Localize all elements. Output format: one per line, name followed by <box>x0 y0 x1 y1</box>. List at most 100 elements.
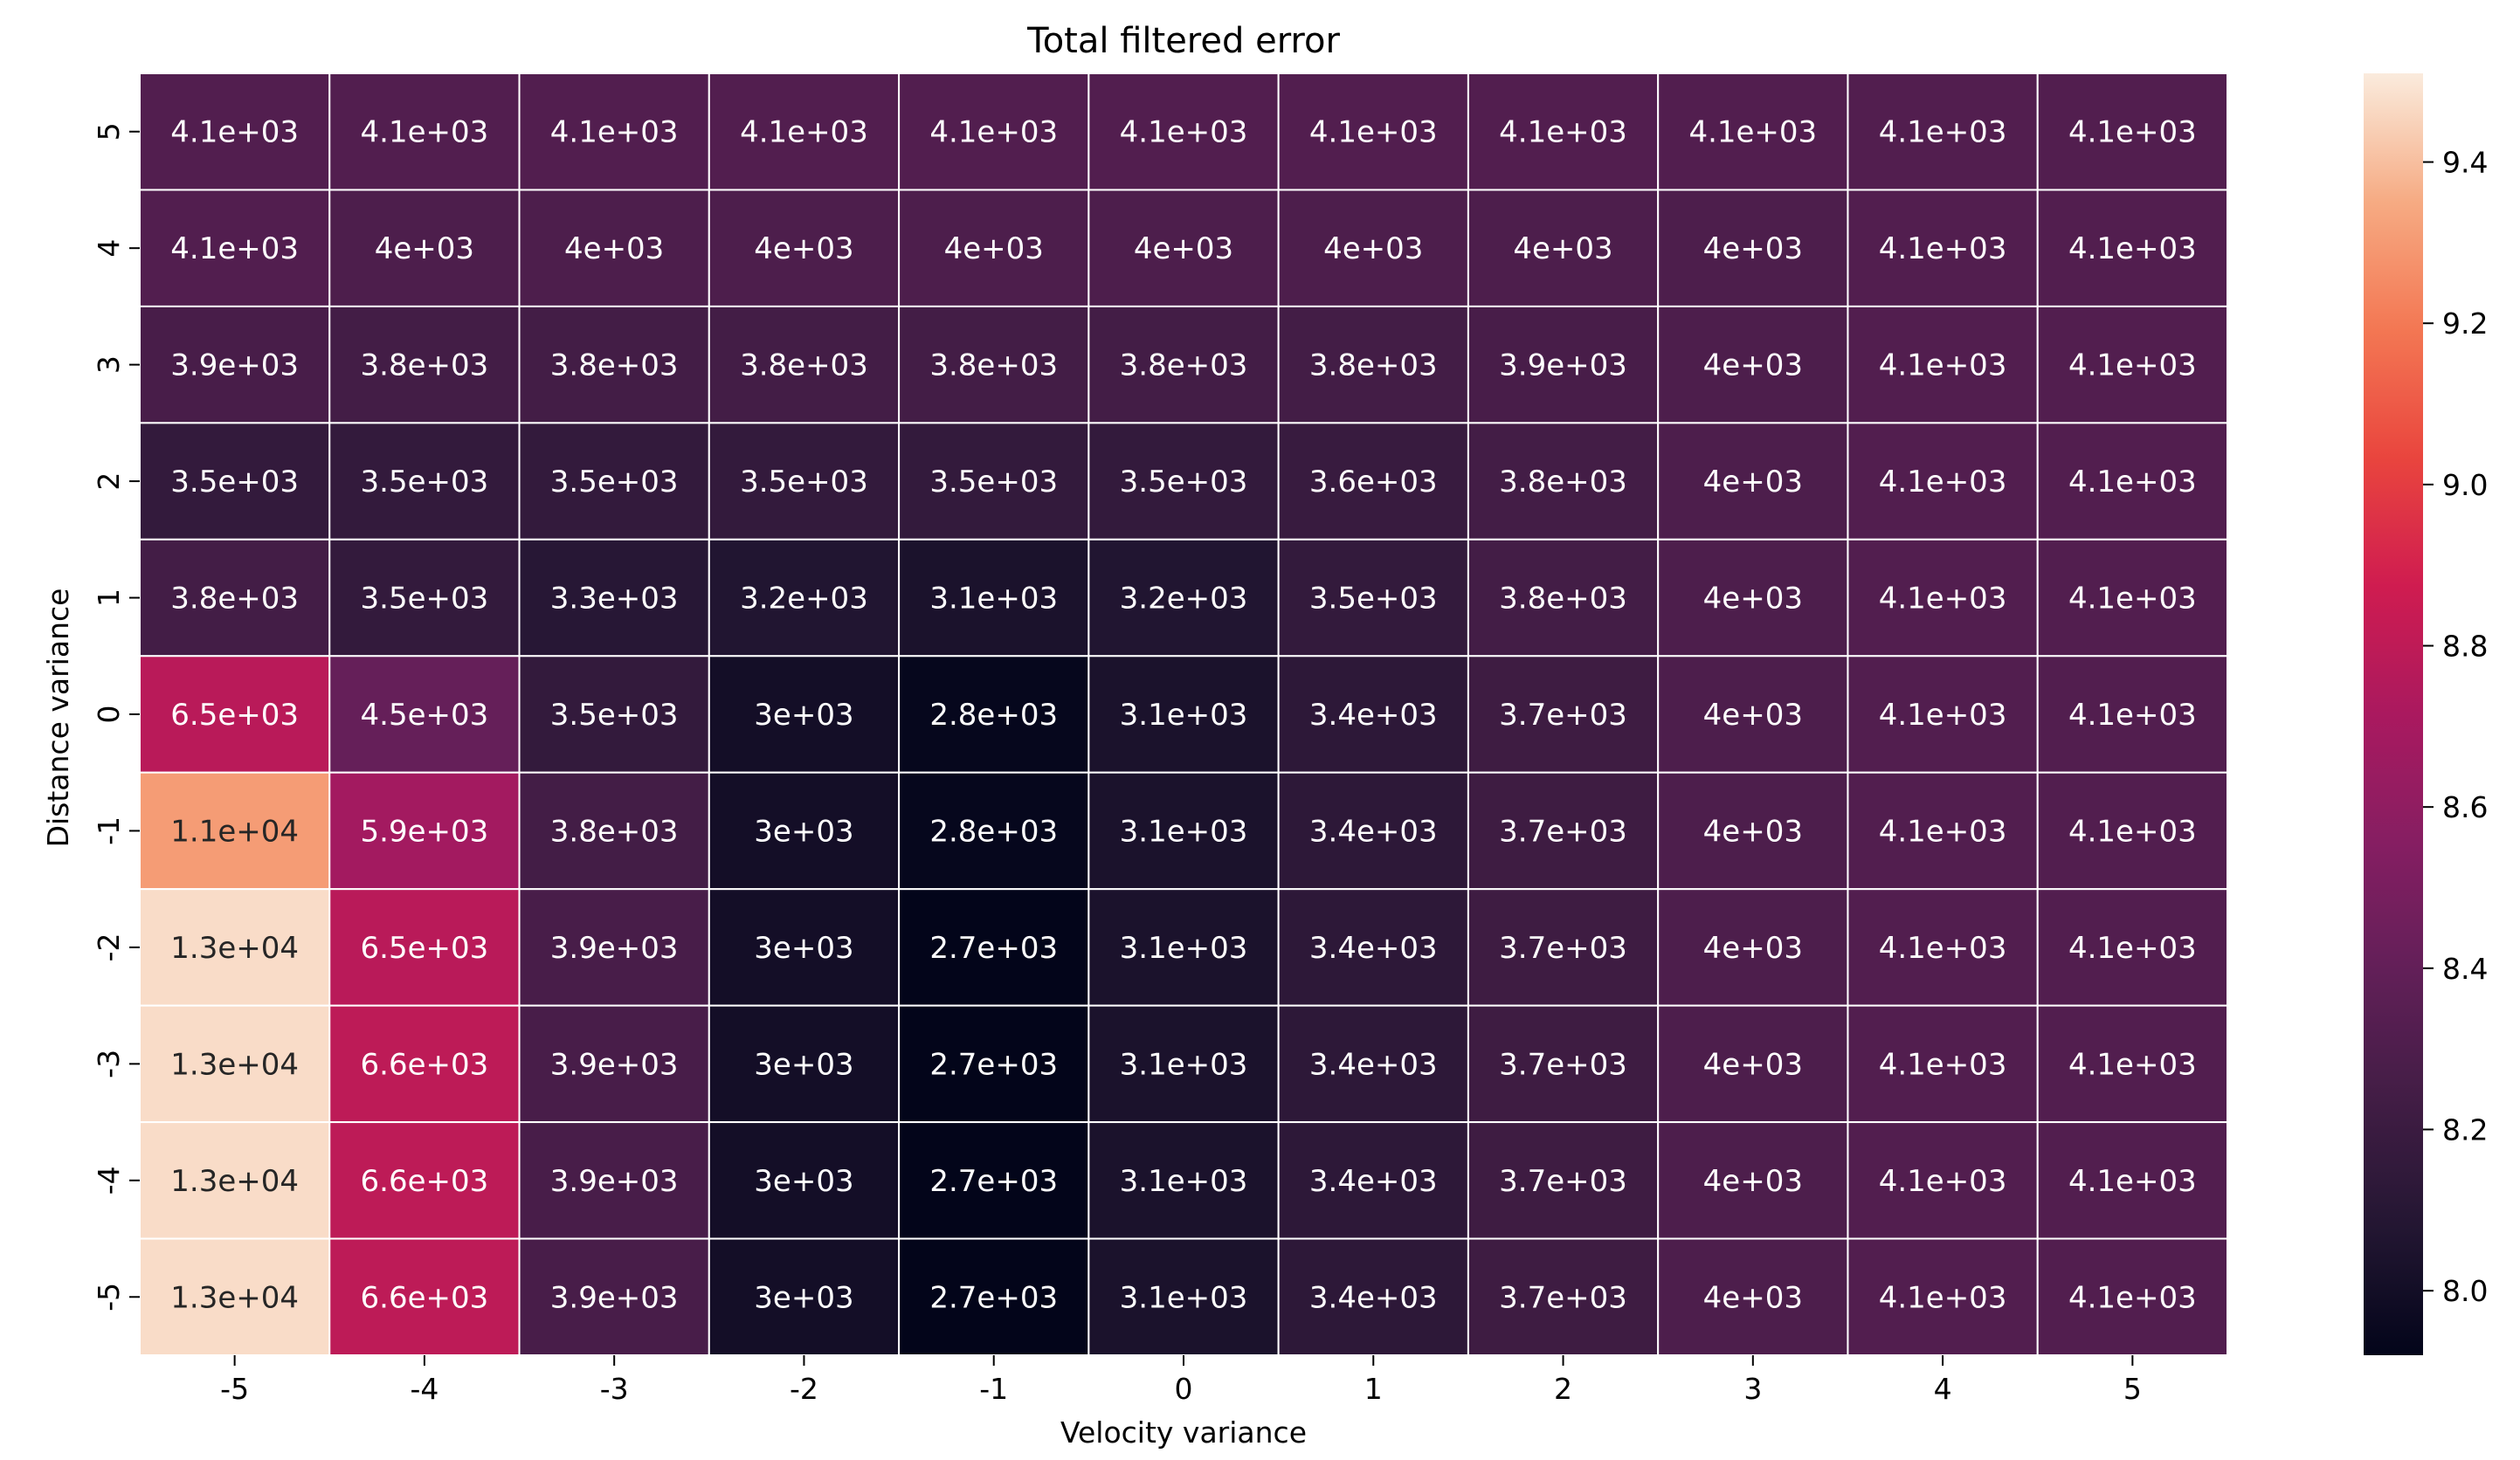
cell-value-label: 3.4e+03 <box>1309 814 1438 849</box>
cell-value-label: 3.7e+03 <box>1499 1047 1627 1082</box>
cell-value-label: 3.1e+03 <box>929 582 1058 616</box>
heatmap-cell <box>1087 888 1280 1007</box>
cell-value-label: 4.1e+03 <box>740 115 868 150</box>
cell-value-label: 3.9e+03 <box>550 931 679 966</box>
x-tick-label: 4 <box>1934 1372 1952 1406</box>
cell-value-label: 4.1e+03 <box>1499 115 1627 150</box>
cell-value-label: 3.5e+03 <box>170 465 299 499</box>
x-tick-label: -1 <box>979 1372 1008 1406</box>
cell-value-label: 4.1e+03 <box>1879 1164 2007 1199</box>
cell-value-label: 1.3e+04 <box>170 931 299 966</box>
cell-value-label: 3.9e+03 <box>170 348 299 383</box>
heatmap-cell <box>708 1121 901 1240</box>
cell-value-label: 4.1e+03 <box>1879 698 2007 733</box>
cell-value-label: 3e+03 <box>754 814 853 849</box>
cell-value-label: 2.7e+03 <box>929 1164 1058 1199</box>
colorbar-tick-label: 9.2 <box>2442 306 2488 341</box>
cell-value-label: 4.1e+03 <box>1688 115 1817 150</box>
cell-value-label: 4e+03 <box>1703 931 1803 966</box>
heatmap-cell <box>1277 771 1469 891</box>
cell-value-label: 4.1e+03 <box>2068 231 2197 266</box>
cell-value-label: 3.1e+03 <box>1120 698 1248 733</box>
heatmap-cell <box>1467 888 1660 1007</box>
heatmap-cell <box>328 189 521 307</box>
heatmap-cell <box>1087 1004 1280 1124</box>
cell-value-label: 4e+03 <box>1703 465 1803 499</box>
y-tick-label: 1 <box>92 589 126 607</box>
heatmap-cell <box>2036 1237 2229 1356</box>
heatmap-cell <box>898 305 1090 424</box>
cell-value-label: 2.8e+03 <box>929 814 1058 849</box>
heatmap-cell <box>518 422 710 541</box>
heatmap-cell <box>139 189 331 307</box>
cell-value-label: 3.5e+03 <box>929 465 1058 499</box>
heatmap-cell <box>898 189 1090 307</box>
cell-value-label: 4.1e+03 <box>2068 115 2197 150</box>
y-tick-label: -3 <box>92 1050 126 1078</box>
heatmap-cell <box>898 1237 1090 1356</box>
heatmap-cell <box>1657 1237 1849 1356</box>
cell-value-label: 3e+03 <box>754 931 853 966</box>
cell-value-label: 3.7e+03 <box>1499 698 1627 733</box>
heatmap-cell <box>2036 72 2229 191</box>
heatmap-cell <box>518 1004 710 1124</box>
cell-value-label: 3.8e+03 <box>1120 348 1248 383</box>
cell-value-label: 3.4e+03 <box>1309 1164 1438 1199</box>
heatmap-cell <box>2036 305 2229 424</box>
heatmap-cell <box>898 888 1090 1007</box>
heatmap-cell <box>2036 189 2229 307</box>
y-tick-label: 4 <box>92 239 126 258</box>
cell-value-label: 4e+03 <box>1323 231 1423 266</box>
heatmap-cell <box>708 422 901 541</box>
cell-value-label: 3.5e+03 <box>740 465 868 499</box>
heatmap-cell <box>898 72 1090 191</box>
cell-value-label: 4.1e+03 <box>2068 931 2197 966</box>
cell-value-label: 3.2e+03 <box>1120 582 1248 616</box>
x-tick-label: -5 <box>220 1372 249 1406</box>
cell-value-label: 4e+03 <box>1703 1280 1803 1315</box>
cell-value-label: 4.1e+03 <box>1879 582 2007 616</box>
cell-value-label: 4e+03 <box>375 231 474 266</box>
cell-value-label: 1.3e+04 <box>170 1047 299 1082</box>
cell-value-label: 4.1e+03 <box>2068 348 2197 383</box>
heatmap-cell <box>2036 1004 2229 1124</box>
heatmap-cell <box>1847 72 2039 191</box>
heatmap-cell <box>1277 538 1469 658</box>
cell-value-label: 4.1e+03 <box>2068 582 2197 616</box>
heatmap-cell <box>1087 655 1280 774</box>
cell-value-label: 1.3e+04 <box>170 1164 299 1199</box>
cell-value-label: 4.1e+03 <box>2068 698 2197 733</box>
heatmap-cell <box>1847 1237 2039 1356</box>
heatmap-cell <box>1657 538 1849 658</box>
cell-value-label: 4.1e+03 <box>1120 115 1248 150</box>
heatmap-cell <box>1657 771 1849 891</box>
heatmap-cell <box>1087 771 1280 891</box>
heatmap-cell <box>518 1237 710 1356</box>
cell-value-label: 4.1e+03 <box>1879 1280 2007 1315</box>
colorbar: 8.0 8.2 8.4 8.6 8.8 9.0 9.2 9.4 <box>2364 73 2488 1355</box>
heatmap-cell <box>139 538 331 658</box>
x-tick-label: -3 <box>600 1372 629 1406</box>
cell-value-label: 4.1e+03 <box>1879 931 2007 966</box>
cell-value-label: 3.5e+03 <box>361 465 489 499</box>
heatmap-cell <box>2036 422 2229 541</box>
heatmap-cell <box>1657 305 1849 424</box>
heatmap-cell <box>328 771 521 891</box>
colorbar-tick-label: 8.0 <box>2442 1274 2488 1308</box>
heatmap-cell <box>1467 1237 1660 1356</box>
cell-value-label: 3.7e+03 <box>1499 814 1627 849</box>
heatmap-cell <box>1277 422 1469 541</box>
cell-value-label: 3.8e+03 <box>1499 582 1627 616</box>
cell-value-label: 4e+03 <box>1703 582 1803 616</box>
heatmap-cell <box>2036 771 2229 891</box>
cell-value-label: 3e+03 <box>754 1047 853 1082</box>
cell-value-label: 3.1e+03 <box>1120 931 1248 966</box>
y-tick-label: 2 <box>92 472 126 491</box>
cell-value-label: 4.1e+03 <box>1879 1047 2007 1082</box>
y-axis-label: Distance variance <box>41 589 75 848</box>
heatmap-cell <box>1657 1121 1849 1240</box>
cell-value-label: 4.5e+03 <box>361 698 489 733</box>
heatmap-cell <box>708 888 901 1007</box>
heatmap-cell <box>708 655 901 774</box>
heatmap-cell <box>1277 189 1469 307</box>
